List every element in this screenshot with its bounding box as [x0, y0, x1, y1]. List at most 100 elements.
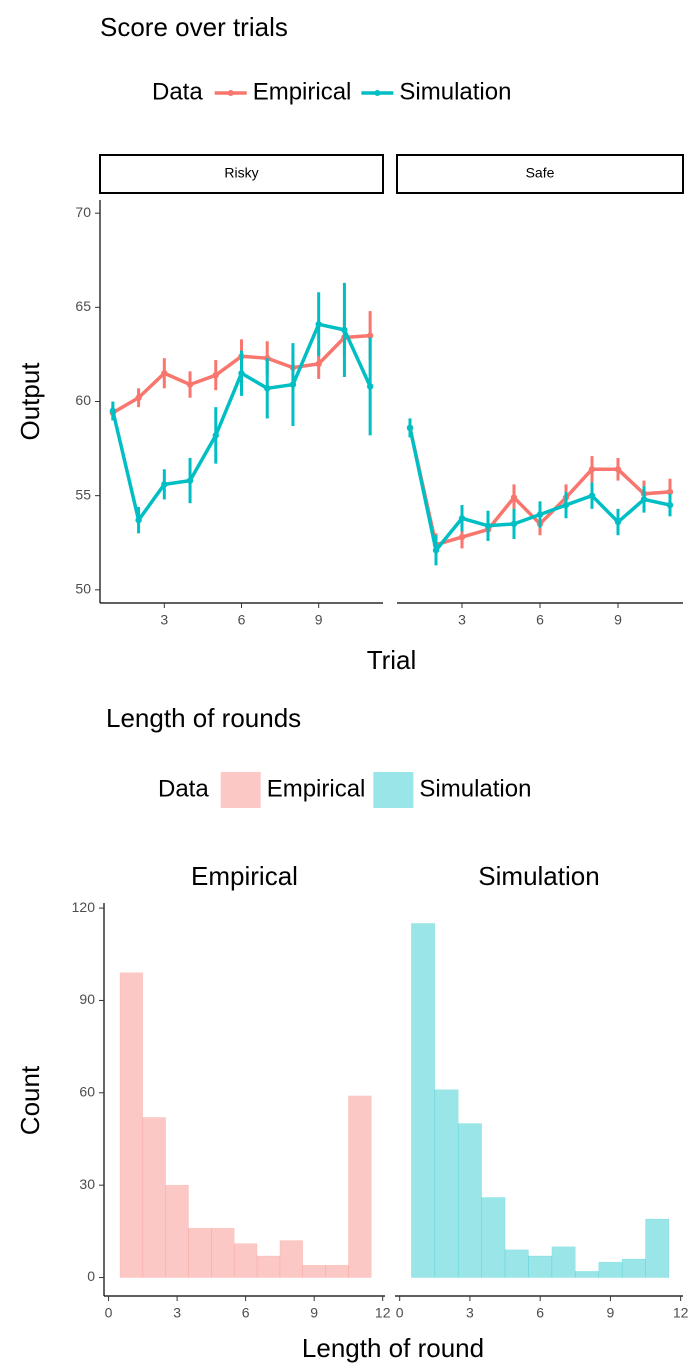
x-tick-label: 9 — [614, 612, 622, 628]
point — [212, 371, 219, 379]
point — [315, 321, 322, 328]
facet-label: Empirical — [191, 861, 298, 891]
legend-title: Data — [158, 775, 209, 802]
point — [510, 494, 518, 501]
histogram-bar — [211, 1228, 235, 1278]
point — [614, 518, 622, 526]
x-tick-label: 12 — [375, 1305, 391, 1321]
y-tick-label: 65 — [75, 298, 91, 314]
histogram-bar — [188, 1228, 212, 1278]
y-tick-label: 0 — [87, 1268, 95, 1284]
point — [366, 383, 374, 390]
y-tick-label: 50 — [75, 581, 91, 597]
point — [341, 326, 348, 334]
x-tick-label: 3 — [466, 1305, 474, 1321]
chart-title: Length of rounds — [106, 703, 301, 733]
histogram-bar — [551, 1246, 576, 1278]
facet-label: Risky — [224, 165, 258, 181]
histogram-bar — [598, 1261, 623, 1278]
y-tick-label: 120 — [72, 899, 96, 915]
point — [666, 488, 674, 496]
histogram-bar — [279, 1240, 304, 1278]
histogram-bar — [325, 1264, 349, 1278]
x-tick-label: 6 — [242, 1305, 250, 1321]
point — [510, 520, 518, 528]
point — [458, 515, 466, 522]
x-tick-label: 0 — [396, 1305, 404, 1321]
point — [161, 370, 168, 377]
y-tick-label: 30 — [79, 1176, 95, 1192]
histogram-bar — [165, 1184, 189, 1278]
histogram-bar — [119, 972, 144, 1278]
y-axis-title: Output — [15, 362, 45, 441]
histogram-bar — [528, 1255, 553, 1278]
chart-title: Score over trials — [100, 12, 288, 42]
legend-title: Data — [152, 78, 203, 105]
histogram-bar — [645, 1218, 670, 1278]
y-tick-label: 90 — [79, 991, 95, 1007]
point — [536, 511, 544, 518]
histogram-bar — [504, 1249, 529, 1278]
x-axis-title: Trial — [367, 645, 417, 675]
x-tick-label: 6 — [238, 612, 246, 628]
point — [432, 547, 440, 554]
histogram-bar — [142, 1117, 166, 1278]
point — [161, 481, 168, 488]
histogram-bar — [434, 1089, 459, 1278]
legend-key — [220, 772, 261, 808]
point — [484, 522, 492, 529]
point — [109, 407, 117, 415]
y-tick-label: 70 — [75, 204, 91, 220]
histogram-bar — [575, 1271, 599, 1278]
histogram-bar — [302, 1264, 326, 1278]
point — [666, 501, 674, 509]
y-tick-label: 60 — [79, 1084, 95, 1100]
legend-key-point — [227, 90, 234, 96]
facet-strip — [396, 154, 684, 194]
histogram-bar — [256, 1255, 281, 1278]
point — [186, 477, 194, 484]
x-tick-label: 3 — [173, 1305, 181, 1321]
y-tick-label: 60 — [75, 392, 91, 408]
point — [135, 516, 142, 524]
legend-key-point — [374, 90, 381, 96]
x-tick-label: 3 — [458, 612, 466, 628]
x-tick-label: 0 — [105, 1305, 113, 1321]
point — [406, 424, 414, 432]
legend-key — [373, 772, 414, 808]
facet-strip — [99, 154, 384, 194]
x-tick-label: 9 — [310, 1305, 318, 1321]
point — [238, 370, 245, 377]
x-tick-label: 12 — [673, 1305, 689, 1321]
point — [135, 394, 142, 401]
x-tick-label: 6 — [536, 1305, 544, 1321]
facet-label: Simulation — [478, 861, 599, 891]
histogram-bar — [348, 1095, 372, 1278]
point — [315, 360, 322, 368]
point — [458, 533, 466, 541]
histogram-bar — [457, 1123, 482, 1278]
point — [289, 381, 297, 388]
legend-label: Simulation — [399, 78, 511, 105]
point — [212, 432, 219, 439]
point — [562, 501, 570, 509]
histogram-bar — [233, 1243, 258, 1278]
point — [588, 492, 596, 499]
legend-label: Empirical — [267, 775, 366, 802]
point — [588, 466, 596, 473]
histogram-bar — [621, 1258, 646, 1278]
point — [264, 385, 271, 392]
y-axis-title: Count — [15, 1065, 45, 1135]
legend-label: Empirical — [253, 78, 352, 105]
histogram-bar — [481, 1197, 506, 1278]
point — [264, 354, 271, 362]
x-tick-label: 6 — [536, 612, 544, 628]
histogram-bar — [411, 923, 436, 1278]
point — [366, 332, 374, 339]
y-tick-label: 55 — [75, 486, 91, 502]
x-tick-label: 9 — [607, 1305, 615, 1321]
point — [614, 466, 622, 473]
x-tick-label: 3 — [160, 612, 168, 628]
